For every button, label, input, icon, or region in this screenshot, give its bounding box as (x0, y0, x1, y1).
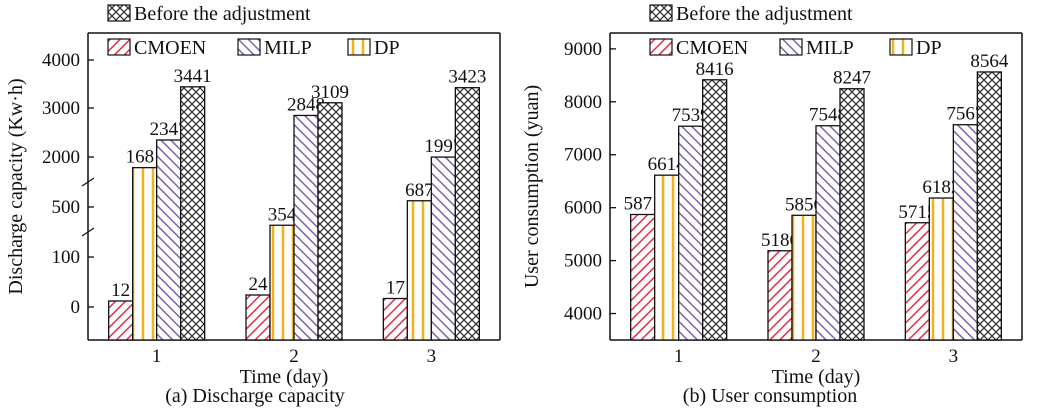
legend-swatch-cmoen (107, 38, 131, 56)
x-tick-label: 1 (152, 346, 162, 367)
bar-dp-day-1 (654, 174, 680, 341)
y-axis-title: Discharge capacity (Kw·h) (5, 78, 27, 294)
bar-milp-day-1 (156, 139, 182, 341)
legend-label-dp: DP (916, 37, 942, 59)
data-label-cmoen-day-1: 5871 (624, 194, 662, 215)
legend-label-cmoen: CMOEN (134, 37, 206, 59)
data-label-milp-day-3: 7567 (946, 104, 984, 125)
y-tick-label: 7000 (564, 145, 602, 166)
data-label-dp-day-2: 354 (268, 204, 297, 225)
data-label-milp-day-2: 2848 (287, 94, 325, 115)
legend-swatch-before-the-adjustment (107, 4, 131, 22)
x-tick-label: 3 (949, 346, 959, 367)
bar-cmoen-day-3 (382, 297, 408, 341)
bar-dp-day-3 (406, 200, 432, 341)
y-tick-label: 5000 (564, 251, 602, 272)
data-label-dp-day-3: 687 (405, 180, 434, 201)
legend-swatch-milp (237, 38, 261, 56)
legend-label-dp: DP (374, 37, 400, 59)
legend-label-cmoen: CMOEN (676, 37, 748, 59)
bar-dp-day-2 (269, 224, 295, 341)
data-label-cmoen-day-2: 5186 (761, 230, 799, 251)
bar-cmoen-day-2 (245, 294, 271, 341)
data-label-before-the-adjustment-day-1: 8416 (696, 59, 734, 80)
x-axis-title: Time (day) (772, 366, 861, 388)
x-tick-label: 1 (674, 346, 684, 367)
bar-cmoen-day-2 (767, 250, 793, 341)
chart-panel-b: 4000 5000 6000 7000 8000 9000 1 5871 6614 7539 841… (521, 3, 1023, 407)
bar-cmoen-day-3 (904, 222, 930, 341)
legend-swatch-milp (779, 38, 803, 56)
y-tick-label: 4000 (42, 50, 80, 71)
y-tick-label: 0 (71, 297, 81, 318)
y-axis-title: User consumption (yuan) (521, 85, 543, 288)
y-tick-label: 4000 (564, 304, 602, 325)
y-tick-label: 500 (52, 197, 81, 218)
bar-cmoen-day-1 (108, 300, 134, 341)
y-tick-label: 100 (52, 247, 81, 268)
legend-swatch-cmoen (649, 38, 673, 56)
data-label-milp-day-3: 1997 (424, 136, 462, 157)
data-label-milp-day-1: 2347 (150, 119, 188, 140)
bar-dp-day-2 (791, 214, 817, 341)
y-tick-label: 8000 (564, 92, 602, 113)
x-tick-label: 2 (811, 346, 821, 367)
x-tick-label: 3 (427, 346, 437, 367)
bar-before-the-adjustment-day-3 (454, 87, 480, 341)
charts-root: 0100500200030004000112168123473441224354… (5, 3, 1023, 407)
data-label-before-the-adjustment-day-2: 8247 (833, 68, 871, 89)
bar-cmoen-day-1 (630, 213, 656, 341)
y-tick-label: 3000 (42, 98, 80, 119)
bar-milp-day-3 (952, 124, 978, 341)
bar-milp-day-2 (815, 125, 841, 341)
data-label-milp-day-2: 7548 (809, 105, 847, 126)
bar-before-the-adjustment-day-2 (839, 88, 865, 341)
legend-swatch-dp (889, 38, 913, 56)
legend-label-before-the-adjustment: Before the adjustment (676, 3, 853, 25)
chart-caption: (a) Discharge capacity (165, 385, 345, 407)
chart-panel-a: 0 100 500 2000 3000 4000 1 12 1681 2347 3441 2 24 354… (5, 3, 501, 407)
bar-milp-day-2 (293, 114, 319, 341)
legend-label-milp: MILP (806, 37, 854, 59)
bar-before-the-adjustment-day-1 (180, 86, 206, 341)
data-label-cmoen-day-3: 17 (386, 278, 405, 299)
bar-before-the-adjustment-day-1 (702, 79, 728, 341)
data-label-cmoen-day-1: 12 (111, 280, 130, 301)
axis-break-mark (81, 177, 95, 187)
data-label-dp-day-1: 1681 (126, 147, 164, 168)
data-label-before-the-adjustment-day-2: 3109 (311, 82, 349, 103)
data-label-cmoen-day-2: 24 (249, 274, 269, 295)
legend: Before the adjustment CMOEN MILP DP (649, 3, 942, 59)
legend: Before the adjustment CMOEN MILP DP (107, 3, 400, 59)
data-label-before-the-adjustment-day-3: 3423 (448, 67, 486, 88)
axis-break-mark (81, 227, 95, 237)
legend-label-before-the-adjustment: Before the adjustment (134, 3, 311, 25)
data-label-before-the-adjustment-day-1: 3441 (174, 66, 212, 87)
legend-label-milp: MILP (264, 37, 312, 59)
y-tick-label: 6000 (564, 198, 602, 219)
data-label-dp-day-3: 6182 (922, 177, 960, 198)
legend-swatch-dp (347, 38, 371, 56)
bar-before-the-adjustment-day-2 (317, 102, 343, 341)
legend-swatch-before-the-adjustment (649, 4, 673, 22)
bar-milp-day-1 (678, 125, 704, 341)
data-label-dp-day-2: 5856 (785, 194, 823, 215)
x-tick-label: 2 (289, 346, 299, 367)
bar-before-the-adjustment-day-3 (976, 71, 1002, 341)
data-label-dp-day-1: 6614 (648, 154, 687, 175)
chart-caption: (b) User consumption (683, 385, 857, 407)
data-label-milp-day-1: 7539 (672, 105, 710, 126)
data-label-cmoen-day-3: 5715 (898, 202, 936, 223)
bar-milp-day-3 (430, 156, 456, 341)
x-axis-title: Time (day) (240, 366, 329, 388)
data-label-before-the-adjustment-day-3: 8564 (970, 51, 1009, 72)
y-tick-label: 9000 (564, 39, 602, 60)
bar-dp-day-1 (132, 166, 158, 341)
bar-dp-day-3 (928, 197, 954, 341)
y-tick-label: 2000 (42, 147, 80, 168)
